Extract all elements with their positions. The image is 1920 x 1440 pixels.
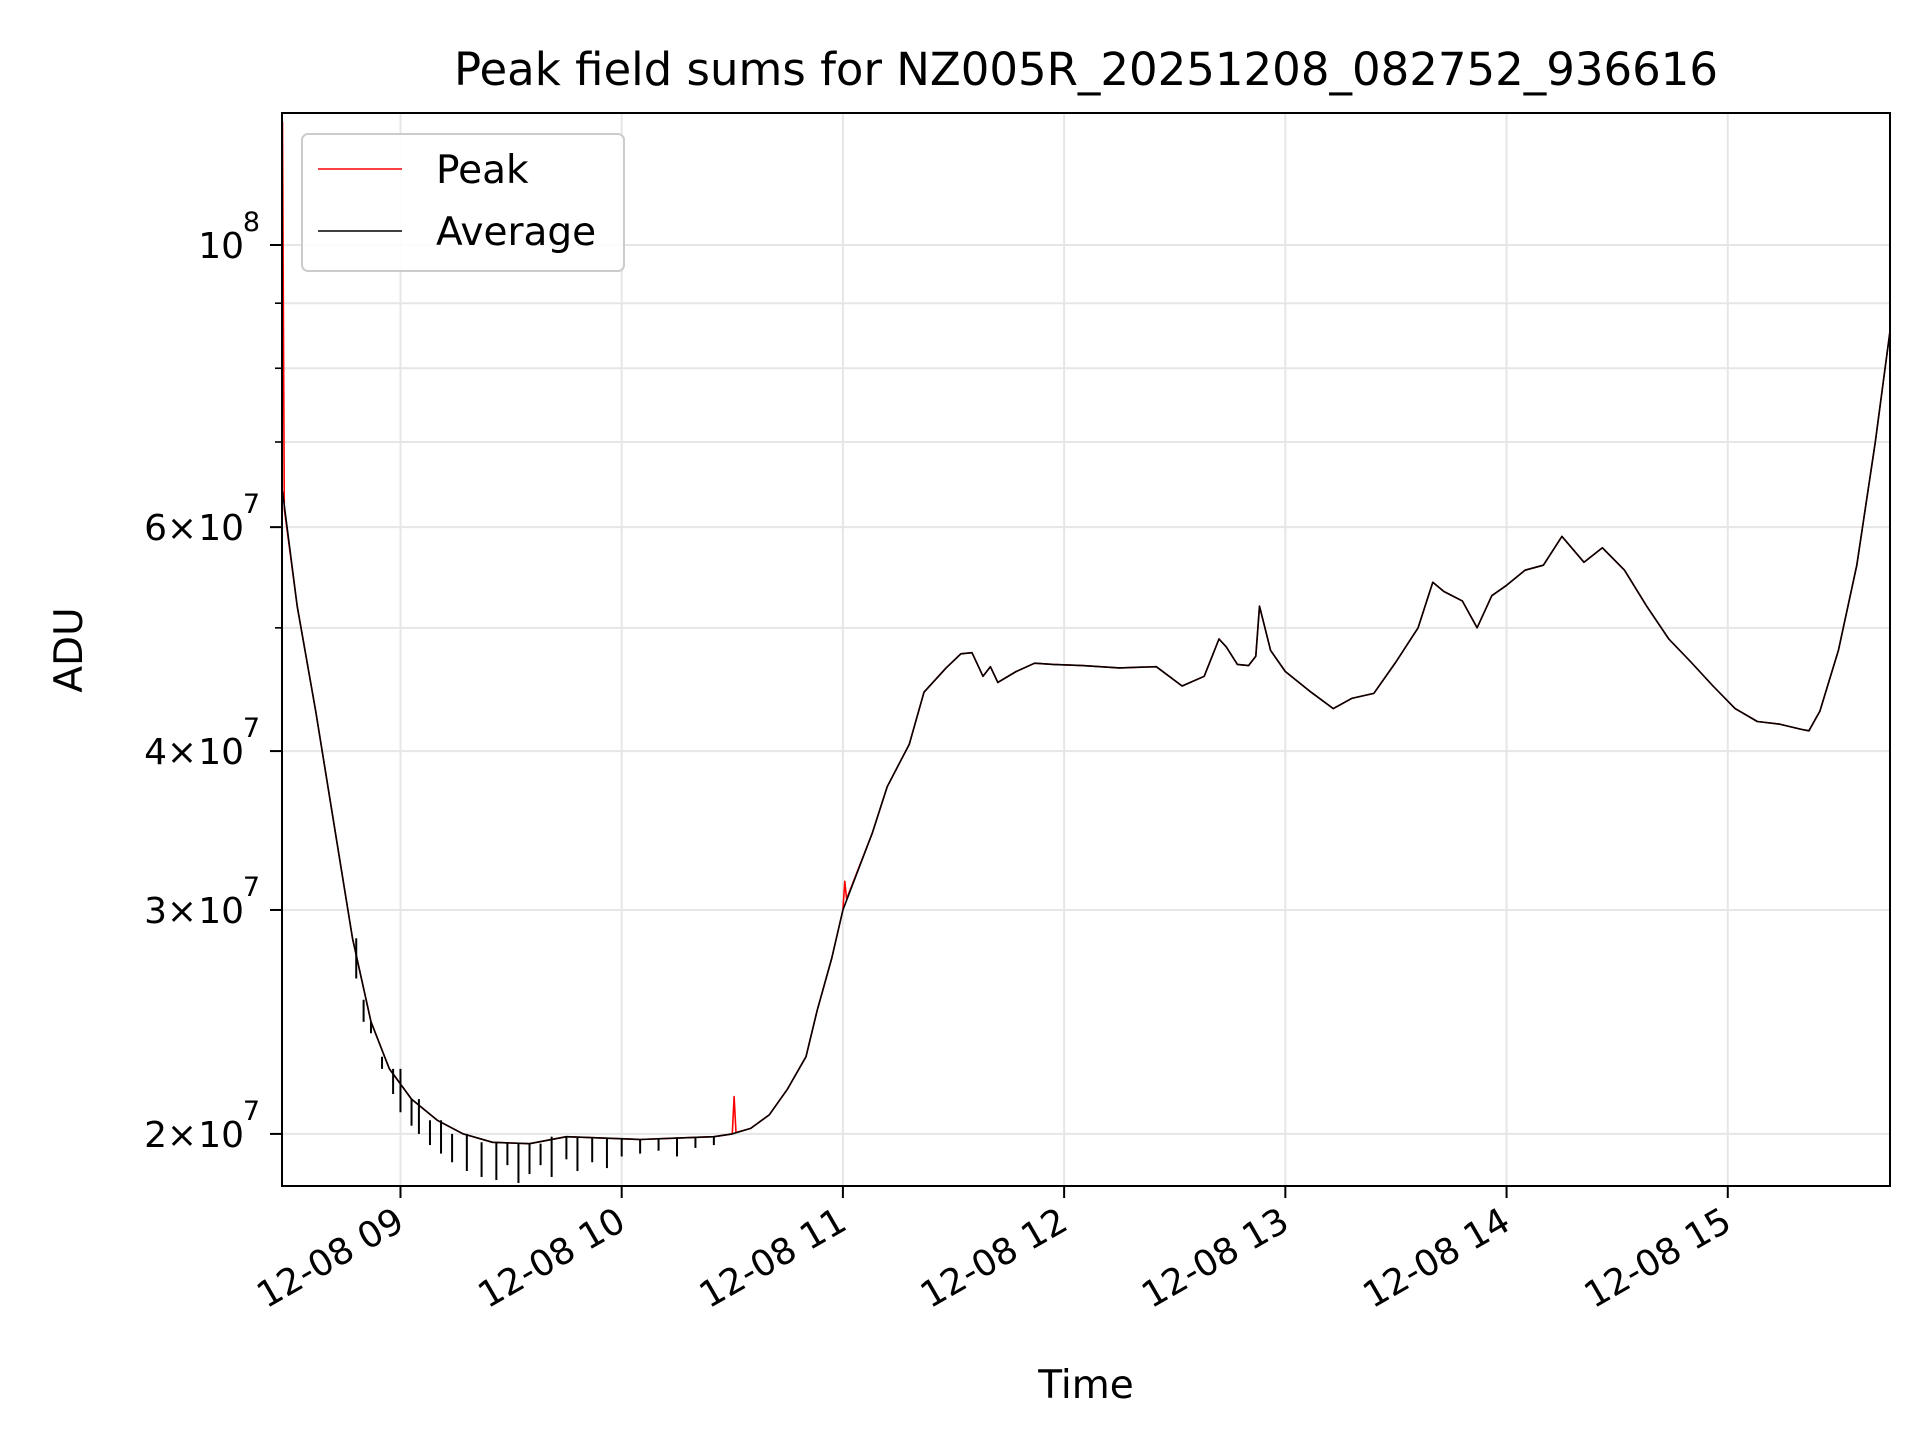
y-tick-mantissa: 4 [144,732,167,773]
series-lines [282,121,1890,1183]
chart-title: Peak field sums for NZ005R_20251208_0827… [454,43,1718,96]
legend-label-peak: Peak [436,148,529,193]
plot-frame [281,112,1891,1187]
legend: Peak Average [301,133,625,272]
legend-label-average: Average [436,210,596,255]
grid-lines [282,113,1890,1186]
y-tick-mantissa: 2 [144,1115,167,1156]
y-tick-base: 10 [198,732,244,773]
y-tick-times: × [167,1115,197,1156]
y-tick-exponent: 7 [243,1096,260,1127]
y-tick-base: 10 [198,891,244,932]
y-tick-base: 10 [198,1115,244,1156]
y-tick-times: × [167,508,197,549]
y-tick-times: × [167,732,197,773]
y-tick-exponent: 8 [243,207,260,238]
y-tick-label: 710×6 [144,489,260,549]
y-tick-base: 10 [198,226,244,267]
y-tick-exponent: 7 [243,489,260,520]
y-tick-label: 710×2 [144,1096,260,1156]
y-tick-label: 710×4 [144,713,260,773]
y-tick-base: 10 [198,508,244,549]
y-tick-label: 810 [198,207,260,267]
series-line-average [282,325,1890,1145]
y-tick-mantissa: 3 [144,891,167,932]
y-tick-exponent: 7 [243,713,260,744]
y-tick-times: × [167,891,197,932]
y-axis-label: ADU [47,607,92,692]
y-tick-label: 710×3 [144,872,260,932]
y-tick-exponent: 7 [243,872,260,903]
x-axis-label: Time [1037,1363,1133,1408]
y-tick-mantissa: 6 [144,508,167,549]
